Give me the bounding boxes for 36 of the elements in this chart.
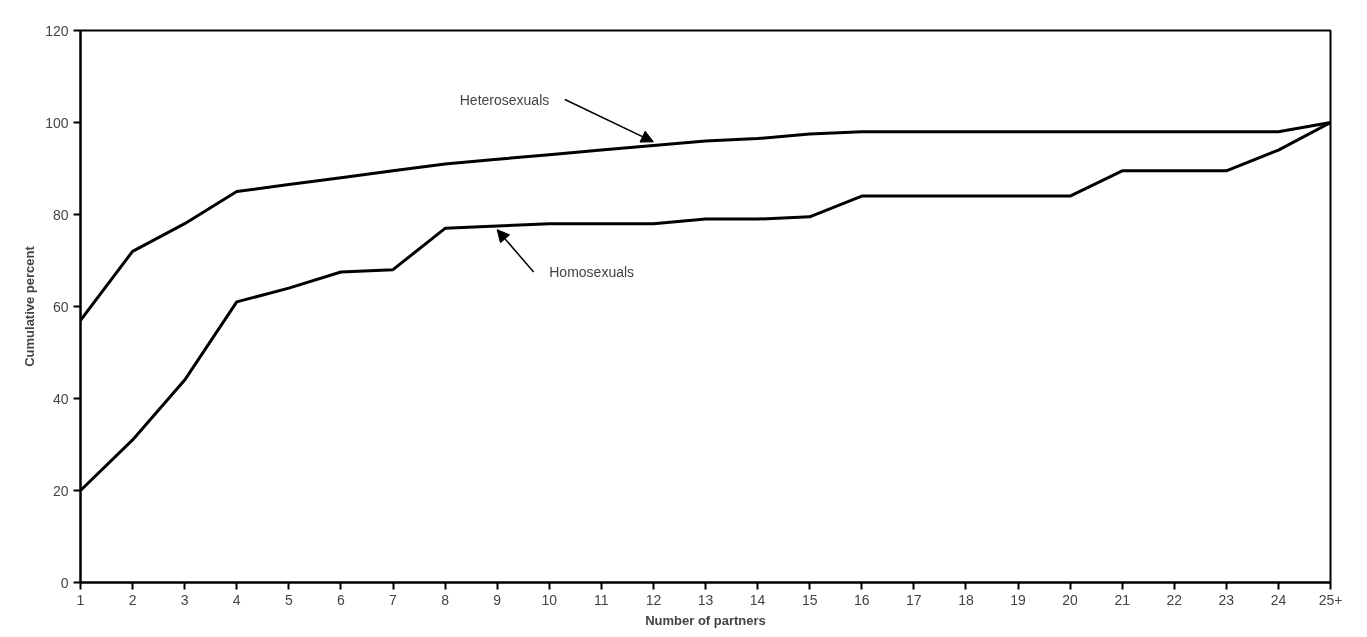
y-tick-label: 40: [52, 390, 69, 407]
x-tick-label: 10: [541, 591, 558, 608]
x-tick-label: 15: [801, 591, 818, 608]
text: Homosexuals: [549, 264, 635, 280]
y-tick-label: 80: [52, 206, 69, 223]
x-tick-label: 5: [284, 591, 293, 608]
y-axis-title: Cumulative percent: [22, 245, 38, 367]
x-tick-label: 24: [1270, 591, 1287, 608]
x-tick-label: 21: [1114, 591, 1131, 608]
y-tick-label: 60: [52, 298, 69, 315]
x-tick-label: 19: [1010, 591, 1026, 608]
x-tick-label: 18: [958, 591, 974, 608]
x-tick-label: 17: [906, 591, 922, 608]
x-tick-label: 12: [645, 591, 662, 608]
x-tick-label: 20: [1062, 591, 1079, 608]
x-tick-label: 2: [128, 591, 137, 608]
x-tick-label: 25+: [1318, 591, 1343, 608]
x-axis-title: Number of partners: [645, 612, 766, 628]
x-tick-label: 23: [1218, 591, 1235, 608]
x-tick-label: 1: [76, 591, 85, 608]
x-tick-label: 11: [594, 591, 609, 608]
x-tick-label: 14: [749, 591, 766, 608]
y-tick-label: 0: [60, 574, 69, 591]
x-tick-label: 8: [441, 591, 450, 608]
x-tick-label: 6: [337, 591, 346, 608]
x-tick-label: 7: [389, 591, 398, 608]
x-tick-label: 22: [1166, 591, 1183, 608]
x-tick-label: 4: [232, 591, 241, 608]
x-tick-label: 9: [493, 591, 502, 608]
y-tick-label: 120: [45, 22, 69, 39]
x-tick-label: 13: [697, 591, 714, 608]
x-tick-label: 3: [180, 591, 189, 608]
y-tick-label: 100: [45, 114, 69, 131]
text: Heterosexuals: [459, 91, 550, 108]
y-tick-label: 20: [52, 482, 69, 499]
x-tick-label: 16: [853, 591, 870, 608]
